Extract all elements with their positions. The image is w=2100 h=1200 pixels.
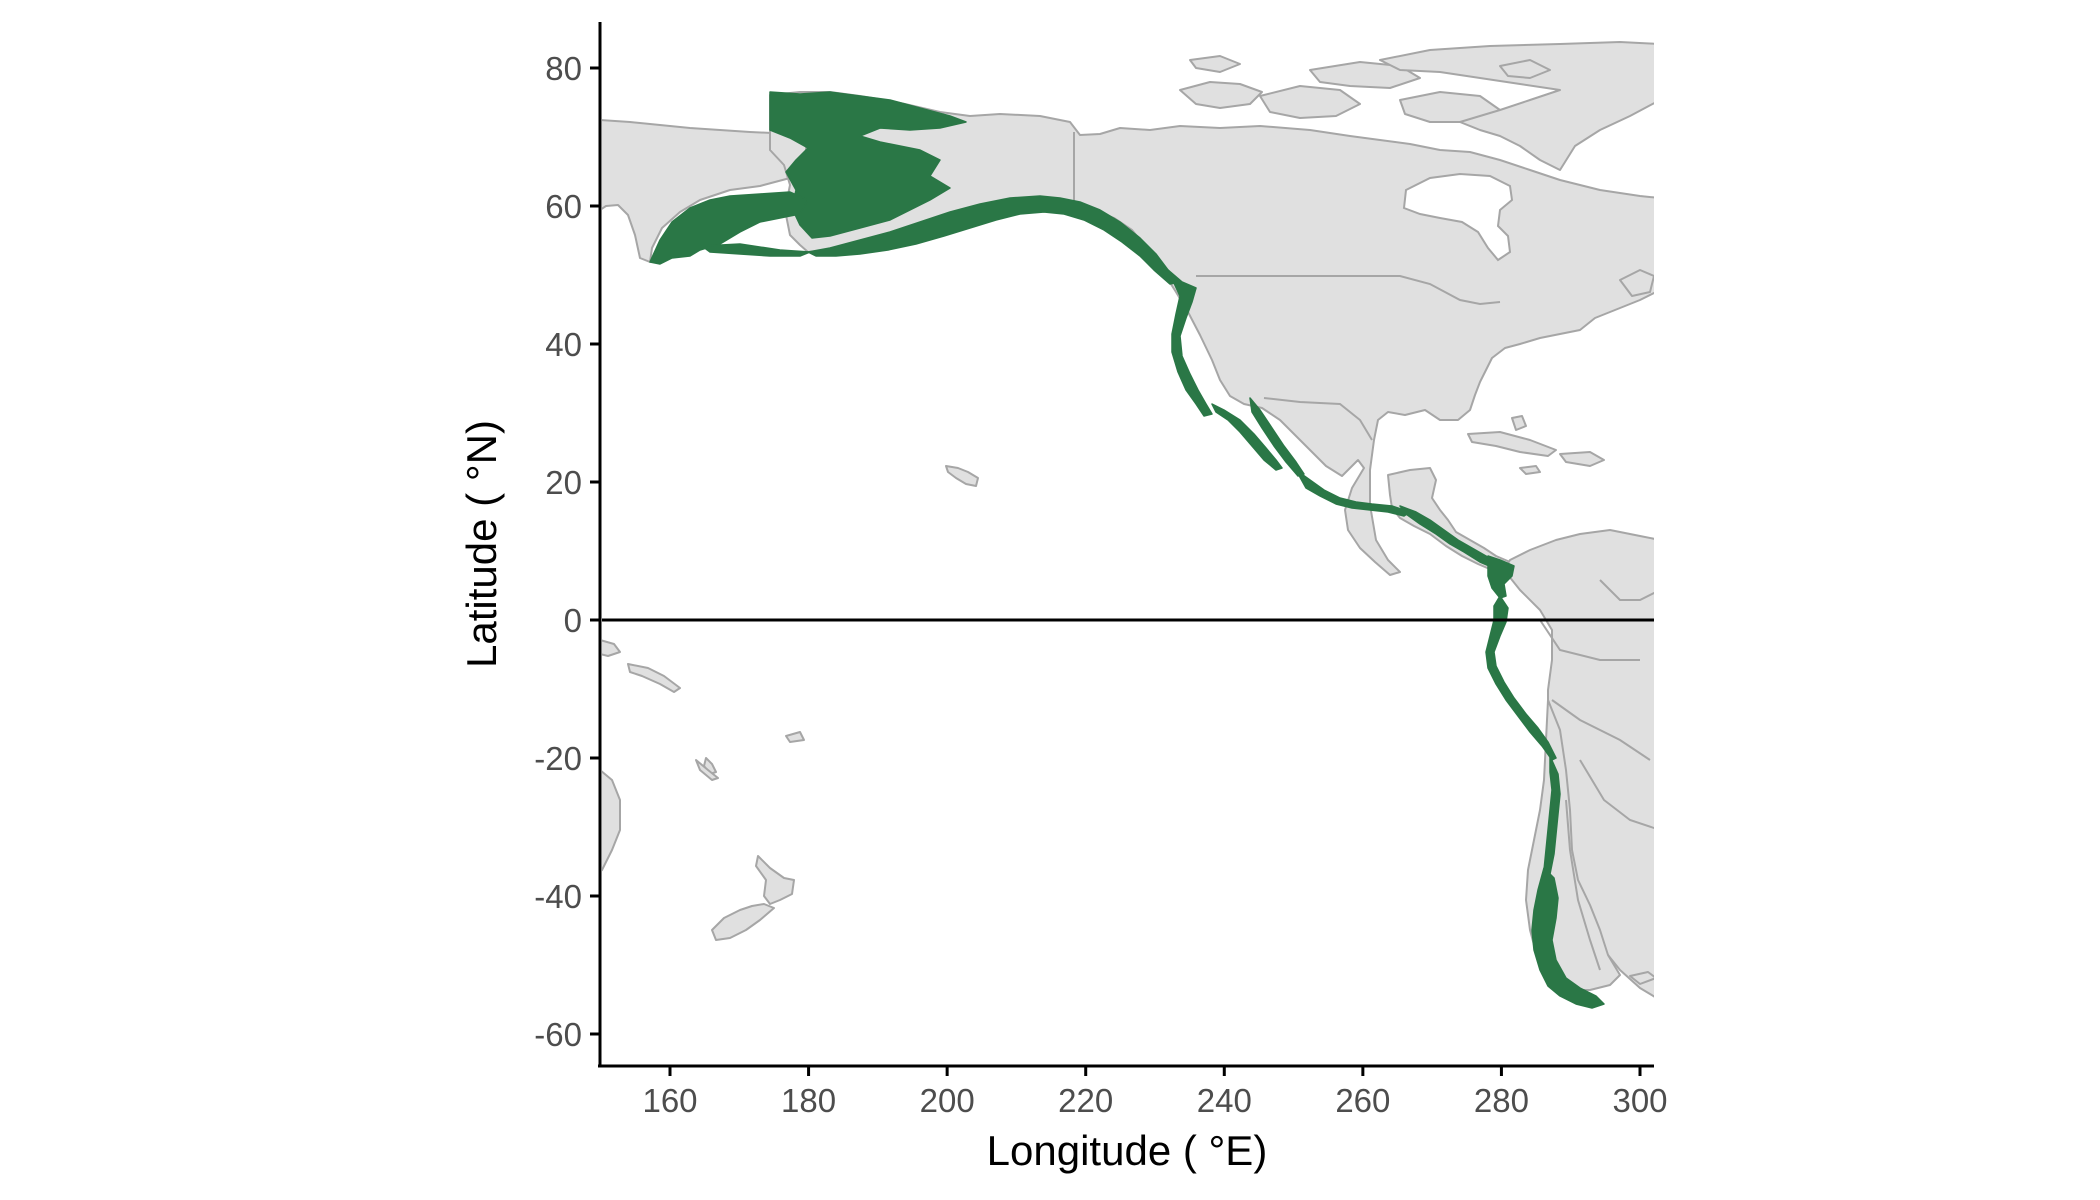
y-tick-label: 60 (545, 188, 582, 225)
x-tick-label: 220 (1058, 1082, 1113, 1119)
land-arctic-islands-5 (1499, 59, 1551, 79)
y-tick-label: 80 (545, 50, 582, 87)
border-south-america-2 (1551, 699, 1651, 761)
range-aleutian-arc (649, 191, 809, 265)
range-pacific-nw-coast (1167, 269, 1213, 417)
x-axis-ticks: 160 180 200 220 240 260 280 300 (642, 1066, 1668, 1119)
y-tick-label: 0 (564, 602, 582, 639)
x-tick-label: 180 (781, 1082, 836, 1119)
x-tick-label: 160 (642, 1082, 697, 1119)
range-gulf-of-alaska-coast (807, 195, 1181, 285)
land-hispaniola (1559, 451, 1605, 467)
border-chile-argentina (1565, 799, 1601, 971)
range-ecuador-peru-coast (1485, 595, 1557, 761)
land-fiji (785, 731, 805, 743)
hudson-bay (1402, 172, 1514, 262)
x-tick-label: 200 (920, 1082, 975, 1119)
range-aleutian-islands (701, 243, 811, 257)
border-layer (805, 120, 1654, 971)
x-tick-label: 280 (1474, 1082, 1529, 1119)
land-cuba (1467, 431, 1557, 457)
range-layer (649, 91, 1605, 1009)
land-new-caledonia (695, 759, 719, 781)
y-tick-label: -20 (534, 740, 582, 777)
land-falklands (1629, 971, 1654, 985)
border-south-america-4 (1599, 579, 1654, 601)
land-jamaica (1519, 465, 1541, 475)
border-us-mexico (1263, 397, 1373, 441)
range-central-america-coast (1399, 505, 1501, 569)
x-tick-label: 300 (1612, 1082, 1667, 1119)
y-tick-label: 40 (545, 326, 582, 363)
border-us-canada (1196, 275, 1501, 306)
y-axis-title: Latitude ( °N) (458, 420, 505, 668)
land-hawaii (945, 465, 979, 487)
map-panel (602, 41, 1654, 1009)
land-bahamas (1511, 415, 1527, 431)
border-south-america-3 (1579, 759, 1654, 830)
land-arctic-islands-6 (1189, 55, 1241, 73)
border-south-america-1 (1539, 619, 1640, 661)
land-new-zealand-north (755, 855, 795, 905)
land-central-america (1387, 467, 1511, 573)
land-baffin-ellesmere (1379, 41, 1654, 171)
land-siberia (602, 119, 807, 263)
range-panama-colombia (1487, 555, 1515, 599)
land-arctic-islands-2 (1259, 85, 1361, 119)
y-tick-label: -40 (534, 878, 582, 915)
land-new-zealand-south (711, 903, 775, 941)
y-tick-label: 20 (545, 464, 582, 501)
land-arctic-islands-3 (1309, 61, 1421, 89)
range-alaska-interior (769, 91, 967, 239)
y-axis-ticks: 80 60 40 20 0 -20 -40 -60 (534, 50, 600, 1053)
x-axis-title: Longitude ( °E) (987, 1127, 1268, 1174)
land-australia (602, 770, 621, 872)
land-newfoundland (1619, 269, 1654, 297)
x-tick-label: 260 (1335, 1082, 1390, 1119)
x-tick-label: 240 (1197, 1082, 1252, 1119)
land-arctic-islands-1 (1179, 81, 1263, 109)
land-png-edge (602, 639, 621, 657)
range-chile-fjords (1531, 867, 1605, 1009)
range-baja-california (1211, 403, 1283, 471)
y-tick-label: -60 (534, 1016, 582, 1053)
land-layer (602, 41, 1654, 998)
land-solomons (627, 663, 681, 693)
